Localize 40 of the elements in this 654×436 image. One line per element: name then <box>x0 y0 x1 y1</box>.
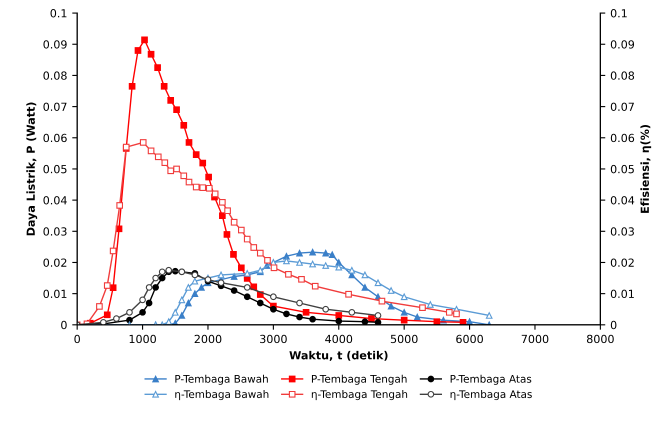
x-axis-title: Waktu, t (detik) <box>289 350 388 361</box>
y-tick-label: 0.02 <box>43 258 66 267</box>
y-tick-label: 0.1 <box>50 9 66 18</box>
y-tick-label: 0.06 <box>43 134 67 142</box>
y-tick-label: 0.03 <box>43 227 67 236</box>
y2-tick-label: 0.06 <box>610 134 634 142</box>
x-tick-label: 4000 <box>325 334 352 344</box>
y-tick-label: 0 <box>61 320 67 330</box>
legend-label: P-Tembaga Atas <box>450 374 532 385</box>
y-tick-label: 0.04 <box>43 196 67 205</box>
y2-tick-label: 0 <box>610 320 616 330</box>
legend-label: P-Tembaga Tengah <box>312 374 407 385</box>
y-tick-label: 0.07 <box>43 102 66 111</box>
legend-label: η-Tembaga Bawah <box>175 390 268 400</box>
y2-tick-label: 0.01 <box>610 290 634 298</box>
x-tick-label: 3000 <box>260 334 287 344</box>
x-tick-label: 0 <box>74 334 80 344</box>
x-tick-label: 8000 <box>586 334 614 344</box>
legend-label: η-Tembaga Atas <box>450 390 532 400</box>
x-tick-label: 2000 <box>194 334 222 344</box>
y2-tick-label: 0.09 <box>610 40 634 49</box>
x-tick-label: 6000 <box>456 334 483 344</box>
y-axis-title: Daya Listrik, P (Watt) <box>26 102 38 236</box>
y2-tick-label: 0.1 <box>610 9 627 18</box>
x-tick-label: 7000 <box>522 334 548 344</box>
y-tick-label: 0.01 <box>43 290 66 298</box>
y2-tick-label: 0.07 <box>610 102 634 111</box>
legend-label: P-Tembaga Bawah <box>175 374 268 385</box>
y2-tick-label: 0.02 <box>610 258 634 267</box>
y2-tick-label: 0.03 <box>610 227 634 236</box>
y-tick-label: 0.09 <box>43 40 67 49</box>
y2-tick-label: 0.08 <box>610 71 634 80</box>
legend-label: η-Tembaga Tengah <box>312 390 408 400</box>
y2-tick-label: 0.04 <box>610 196 634 205</box>
x-tick-label: 5000 <box>390 334 418 344</box>
y2-axis-title: Efisiensi, η(%) <box>640 125 652 213</box>
y-tick-label: 0.05 <box>43 164 66 174</box>
y2-tick-label: 0.05 <box>610 164 634 174</box>
x-tick-label: 1000 <box>130 334 156 344</box>
y-tick-label: 0.08 <box>43 71 67 80</box>
